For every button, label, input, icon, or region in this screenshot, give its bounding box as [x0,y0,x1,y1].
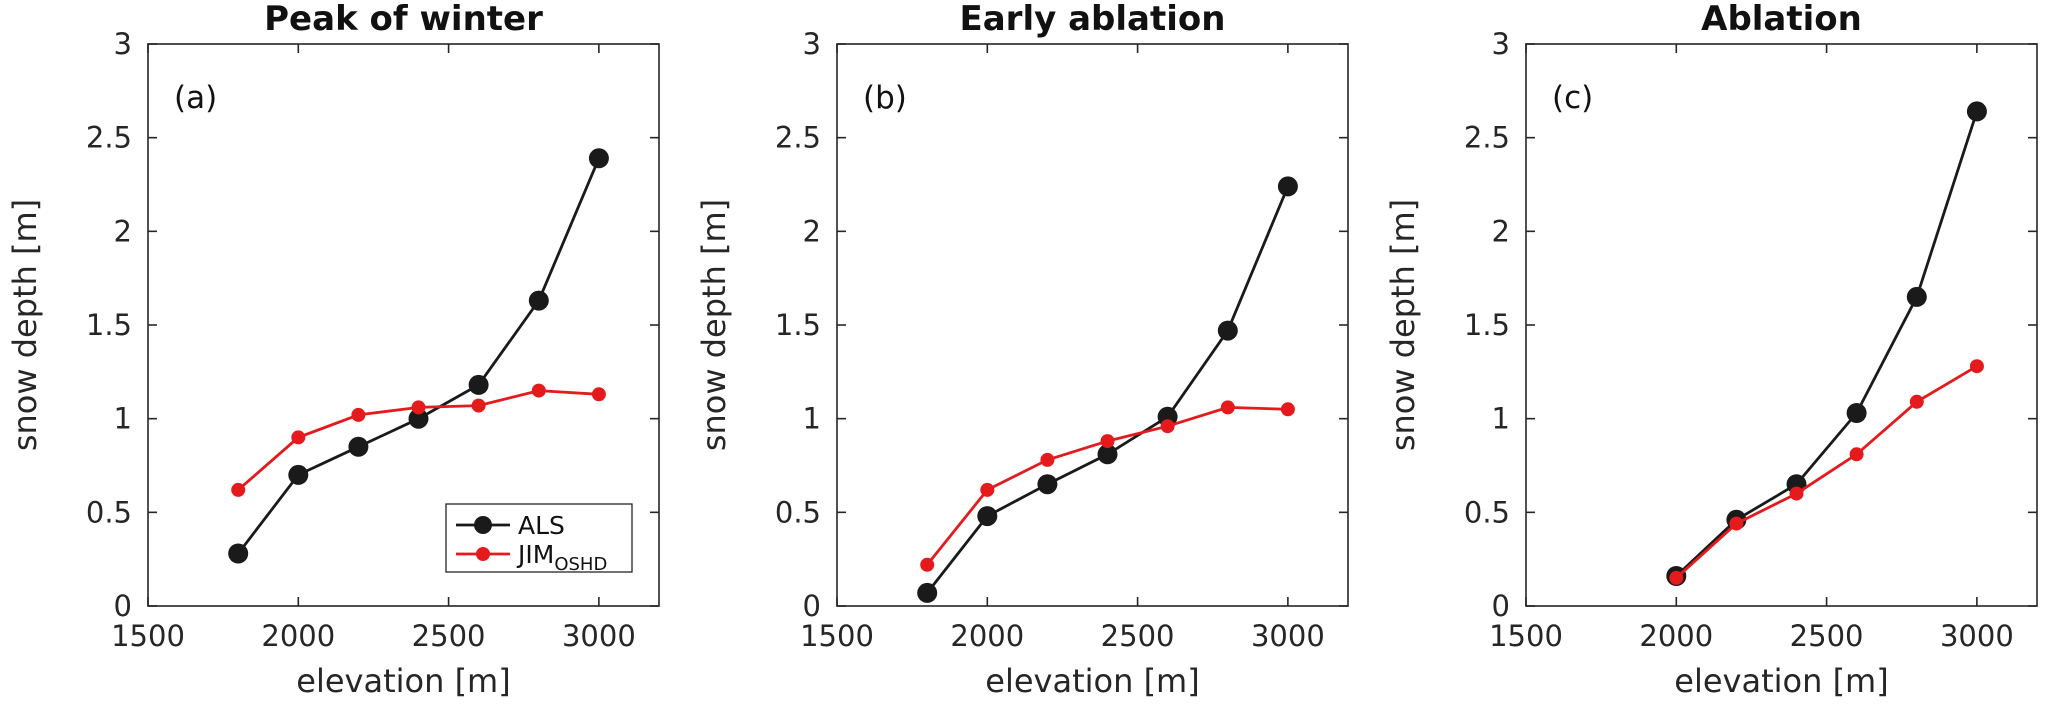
y-tick-label: 0 [114,589,132,623]
x-axis-label: elevation [m] [985,662,1199,700]
x-tick-label: 2000 [1639,619,1713,653]
data-point-ALS [1097,444,1118,465]
y-tick-label: 2 [1492,214,1510,248]
data-point-JIM_OSHD [291,430,306,445]
y-tick-label: 1.5 [86,308,132,342]
y-tick-label: 2 [114,214,132,248]
data-point-ALS [917,582,938,603]
y-tick-label: 0.5 [1464,495,1510,529]
y-tick-label: 2 [803,214,821,248]
x-tick-label: 1500 [1489,619,1563,653]
data-point-ALS [588,148,609,169]
data-point-ALS [977,506,998,527]
x-tick-label: 1500 [800,619,874,653]
axes-box [836,43,1349,607]
data-point-ALS [348,436,369,457]
y-tick-label: 0 [803,589,821,623]
panel-letter-label: (a) [174,80,217,116]
data-point-ALS [228,543,249,564]
y-tick-label: 1 [1492,402,1510,436]
series-line-ALS [1675,110,1979,578]
data-point-JIM_OSHD [980,482,995,497]
panel-ablation: 1500 2000 2500 3000 0 0.5 1 1.5 2 2.5 3 Ablation (c)… [1378,0,2067,708]
x-tick-label: 3000 [1251,619,1325,653]
data-point-JIM_OSHD [591,387,606,402]
data-point-ALS [528,290,549,311]
data-point-ALS [288,464,309,485]
data-point-JIM_OSHD [1040,452,1055,467]
y-tick-label: 1.5 [1464,308,1510,342]
x-tick-label: 2500 [1101,619,1175,653]
y-axis-label: snow depth [m] [1384,199,1422,451]
data-point-JIM_OSHD [531,383,546,398]
x-tick-label: 2000 [950,619,1024,653]
data-point-JIM_OSHD [1729,516,1744,531]
x-tick-label: 2500 [1790,619,1864,653]
chart-title: Early ablation [960,0,1226,39]
data-point-JIM_OSHD [1280,402,1295,417]
data-point-ALS [1217,320,1238,341]
chart-ablation: 1500 2000 2500 3000 0 0.5 1 1.5 2 2.5 3 Ablation (c)… [1384,0,2038,700]
data-point-ALS [1277,176,1298,197]
data-point-JIM_OSHD [351,407,366,422]
y-tick-label: 2.5 [86,121,132,155]
y-tick-label: 1 [114,402,132,436]
data-point-JIM_OSHD [920,557,935,572]
y-tick-label: 0 [1492,589,1510,623]
panel-letter-label: (b) [863,80,907,116]
x-axis-label: elevation [m] [296,662,510,700]
data-point-JIM_OSHD [1100,434,1115,449]
y-tick-label: 2.5 [1464,121,1510,155]
x-tick-label: 3000 [562,619,636,653]
data-point-ALS [1846,403,1867,423]
data-point-JIM_OSHD [231,482,246,497]
x-tick-label: 1500 [111,619,185,653]
data-point-JIM_OSHD [1160,419,1175,434]
y-axis-label: snow depth [m] [695,199,733,451]
data-point-JIM_OSHD [1669,570,1684,585]
chart-title: Peak of winter [264,0,543,39]
x-tick-label: 3000 [1940,619,2014,653]
data-point-JIM_OSHD [1909,394,1924,409]
legend-entry-label: ALS [518,511,565,540]
legend-entry-label: JIMOSHD [516,540,607,575]
legend-box [445,503,633,573]
y-tick-label: 3 [1492,27,1510,61]
panel-early-ablation: 1500 2000 2500 3000 0 0.5 1 1.5 2 2.5 3 Early ablat… [689,0,1378,708]
data-point-JIM_OSHD [1220,400,1235,415]
data-point-ALS [1966,101,1987,122]
data-point-ALS [1037,474,1058,495]
data-point-JIM_OSHD [411,400,426,415]
y-tick-label: 1 [803,402,821,436]
data-point-JIM_OSHD [1789,486,1804,501]
y-axis-label: snow depth [m] [6,199,44,451]
chart-title: Ablation [1701,0,1862,39]
y-tick-label: 3 [803,27,821,61]
data-point-ALS [1906,286,1927,307]
data-point-ALS [408,408,429,429]
legend-marker-sample [474,516,492,534]
chart-early-ablation: 1500 2000 2500 3000 0 0.5 1 1.5 2 2.5 3 Early ablat… [695,0,1349,700]
data-point-JIM_OSHD [471,398,486,413]
x-tick-label: 2500 [412,619,486,653]
panel-letter-label: (c) [1552,80,1593,116]
data-point-JIM_OSHD [1849,447,1864,462]
legend-marker-sample [476,547,490,561]
y-tick-label: 0.5 [86,495,132,529]
series-line-JIM_OSHD [1675,364,1978,579]
y-tick-label: 2.5 [775,121,821,155]
x-axis-label: elevation [m] [1674,662,1888,700]
y-tick-label: 1.5 [775,308,821,342]
chart-peak-of-winter: 1500 2000 2500 3000 0 0.5 1 1.5 2 2.5 3 Peak of win… [6,0,660,700]
data-point-ALS [468,374,489,395]
y-tick-label: 0.5 [775,495,821,529]
axes-box [1525,43,2038,607]
panel-peak-of-winter: 1500 2000 2500 3000 0 0.5 1 1.5 2 2.5 3 Peak of win… [0,0,689,708]
y-tick-label: 3 [114,27,132,61]
x-tick-label: 2000 [261,619,335,653]
data-point-JIM_OSHD [1969,359,1984,374]
